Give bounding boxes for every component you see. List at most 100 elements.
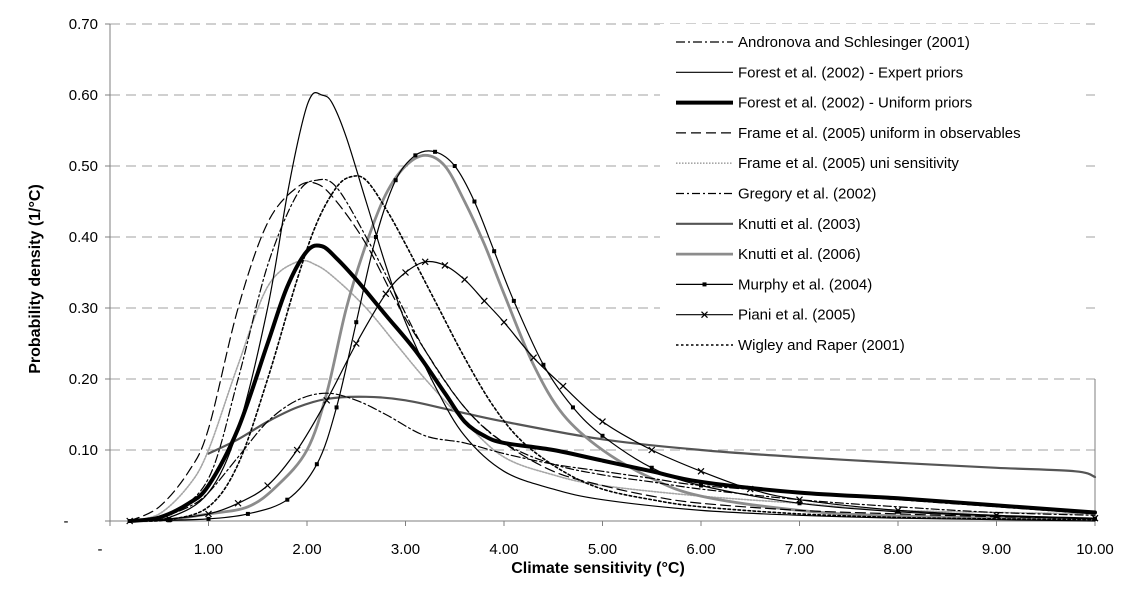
series-8-point-6 — [334, 405, 339, 410]
series-9-point-17 — [599, 418, 606, 426]
series-9-point-24 — [1091, 514, 1099, 522]
series-9-point-18 — [648, 446, 656, 454]
legend-item-8: Murphy et al. (2004) — [676, 276, 872, 293]
x-tick-label-6: 6.00 — [686, 541, 715, 558]
legend-label-9: Piani et al. (2005) — [738, 307, 856, 324]
x-tick-label-2: 2.00 — [292, 541, 321, 558]
y-tick-label-2: 0.20 — [69, 371, 98, 388]
series-3 — [129, 181, 1096, 522]
series-8-point-14 — [492, 249, 497, 254]
legend-marker-9 — [701, 311, 708, 319]
legend-item-7: Knutti et al. (2006) — [676, 246, 861, 263]
series-9-point-19 — [697, 467, 705, 475]
series-9-point-3 — [234, 499, 242, 507]
legend-label-3: Frame et al. (2005) uniform in observabl… — [738, 125, 1021, 142]
series-9-point-16 — [559, 382, 567, 390]
series-8-point-21 — [797, 501, 802, 506]
x-tick-label-8: 8.00 — [883, 541, 912, 558]
series-8-point-5 — [314, 462, 319, 467]
series-8-point-19 — [649, 465, 654, 470]
series-8-point-9 — [393, 178, 398, 183]
y-tick-label-1: 0.10 — [69, 442, 98, 459]
y-tick-label-5: 0.50 — [69, 158, 98, 175]
series-8-point-1 — [167, 518, 172, 523]
legend: Andronova and Schlesinger (2001) Forest e… — [660, 24, 1085, 372]
legend-item-9: Piani et al. (2005) — [676, 307, 856, 324]
series-1 — [129, 92, 1096, 522]
legend-label-10: Wigley and Raper (2001) — [738, 337, 905, 354]
series-line-6 — [207, 395, 1097, 479]
series-8-point-4 — [285, 497, 290, 502]
series-9-point-13 — [480, 297, 488, 305]
legend-item-4: Frame et al. (2005) uni sensitivity — [676, 155, 959, 172]
series-9-point-23 — [993, 511, 1000, 519]
series-8-point-16 — [541, 362, 546, 367]
series-10 — [128, 175, 1096, 522]
x-axis-title: Climate sensitivity (°C) — [511, 560, 685, 577]
x-tick-label-1: 1.00 — [194, 541, 223, 558]
x-tick-label-7: 7.00 — [785, 541, 814, 558]
series-9-point-6 — [323, 396, 331, 404]
series-8-point-7 — [354, 320, 359, 325]
series-9-point-22 — [894, 506, 902, 514]
series-8-point-3 — [245, 511, 250, 516]
series-8-point-17 — [570, 405, 575, 410]
y-tick-label-0: - — [64, 513, 69, 530]
series-9-point-21 — [796, 496, 803, 504]
series-6 — [207, 395, 1097, 479]
y-axis-title: Probability density (1/°C) — [27, 184, 44, 374]
series-line-10 — [128, 175, 1096, 522]
series-8-point-10 — [413, 153, 418, 158]
legend-item-6: Knutti et al. (2003) — [676, 216, 861, 233]
x-tick-label-9: 9.00 — [982, 541, 1011, 558]
series-line-3 — [129, 181, 1096, 522]
series-9-point-8 — [382, 290, 390, 298]
legend-label-7: Knutti et al. (2006) — [738, 246, 861, 263]
x-tick-label-4: 4.00 — [489, 541, 518, 558]
series-line-4 — [128, 259, 1096, 522]
x-tick-label-3: 3.00 — [391, 541, 420, 558]
legend-item-0: Andronova and Schlesinger (2001) — [676, 34, 970, 51]
legend-label-2: Forest et al. (2002) - Uniform priors — [738, 95, 972, 112]
legend-item-3: Frame et al. (2005) uniform in observabl… — [676, 125, 1021, 142]
legend-marker-8 — [702, 282, 707, 287]
series-layer — [126, 92, 1099, 525]
legend-item-5: Gregory et al. (2002) — [676, 186, 876, 203]
series-9-point-7 — [352, 340, 360, 347]
series-line-2 — [127, 243, 1097, 523]
series-9-point-11 — [441, 261, 449, 269]
series-8-point-18 — [600, 433, 605, 438]
series-8-point-20 — [699, 483, 703, 488]
series-8-point-22 — [896, 509, 900, 514]
y-tick-label-7: 0.70 — [69, 16, 98, 33]
series-8-point-15 — [511, 298, 516, 303]
legend-label-1: Forest et al. (2002) - Expert priors — [738, 64, 963, 81]
legend-label-0: Andronova and Schlesinger (2001) — [738, 34, 970, 51]
series-8-point-2 — [206, 516, 211, 521]
series-9-point-9 — [402, 269, 409, 276]
series-line-1 — [129, 92, 1096, 522]
legend-label-5: Gregory et al. (2002) — [738, 186, 876, 203]
x-tick-label-0: - — [98, 541, 103, 558]
y-axis-ticks: - 0.10 0.20 0.30 0.40 0.50 0.60 0.70 — [64, 16, 110, 530]
series-line-7 — [128, 153, 1097, 523]
legend-item-2: Forest et al. (2002) - Uniform priors — [676, 95, 972, 112]
legend-background — [660, 24, 1085, 372]
series-9-point-5 — [293, 446, 301, 454]
legend-item-10: Wigley and Raper (2001) — [676, 337, 905, 354]
y-tick-label-3: 0.30 — [69, 300, 98, 317]
series-8-point-11 — [433, 149, 438, 154]
series-8-point-12 — [452, 164, 457, 168]
legend-label-4: Frame et al. (2005) uni sensitivity — [738, 155, 959, 172]
series-8-point-13 — [472, 199, 477, 204]
series-9-point-4 — [264, 482, 272, 489]
series-9-point-14 — [500, 318, 508, 326]
legend-label-8: Murphy et al. (2004) — [738, 276, 872, 293]
legend-label-6: Knutti et al. (2003) — [738, 216, 861, 233]
series-9-point-10 — [421, 258, 429, 266]
series-8-point-8 — [373, 235, 378, 239]
x-tick-label-5: 5.00 — [588, 541, 617, 558]
legend-item-1: Forest et al. (2002) - Expert priors — [676, 64, 963, 81]
series-4 — [128, 259, 1096, 522]
